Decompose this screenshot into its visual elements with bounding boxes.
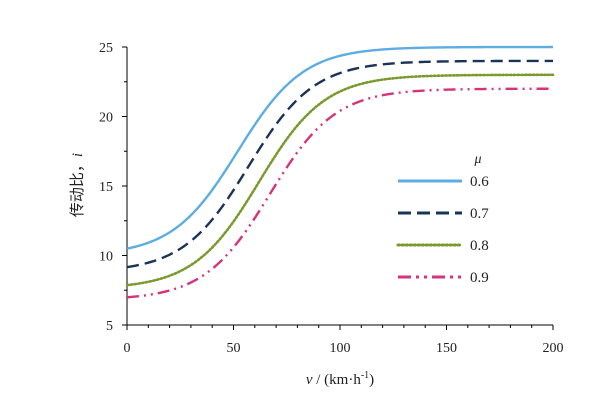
legend-label-0-6: 0.6: [470, 174, 489, 190]
legend-label-0-9: 0.9: [470, 270, 489, 286]
x-tick-label: 150: [436, 341, 457, 356]
series-line-0-6: [126, 45, 553, 250]
legend-label-0-7: 0.7: [470, 206, 489, 222]
y-tick-label: 5: [106, 319, 113, 334]
legend: μ 0.6 0.7 0.8 0.9: [396, 152, 489, 286]
series-line-0-8: [125, 73, 555, 287]
legend-title: μ: [473, 152, 481, 167]
x-tick-label: 100: [330, 341, 351, 356]
x-tick-label: 0: [124, 341, 131, 356]
legend-label-0-8: 0.8: [470, 238, 489, 254]
series-group: [125, 45, 555, 299]
y-tick-label: 25: [99, 41, 113, 56]
y-tick-label: 10: [99, 250, 113, 265]
x-tick-label: 50: [227, 341, 241, 356]
y-tick-label: 15: [99, 180, 113, 195]
x-axis-label: v / (km·h-1): [306, 370, 374, 388]
y-tick-label: 20: [99, 111, 113, 126]
series-line-0-7: [126, 59, 553, 269]
x-tick-label: 200: [543, 341, 564, 356]
axes: 5 10 15 20 25 0 50 100 150 200: [99, 41, 564, 356]
series-line-0-9: [126, 87, 553, 299]
y-axis-label: 传动比，i: [69, 153, 86, 217]
